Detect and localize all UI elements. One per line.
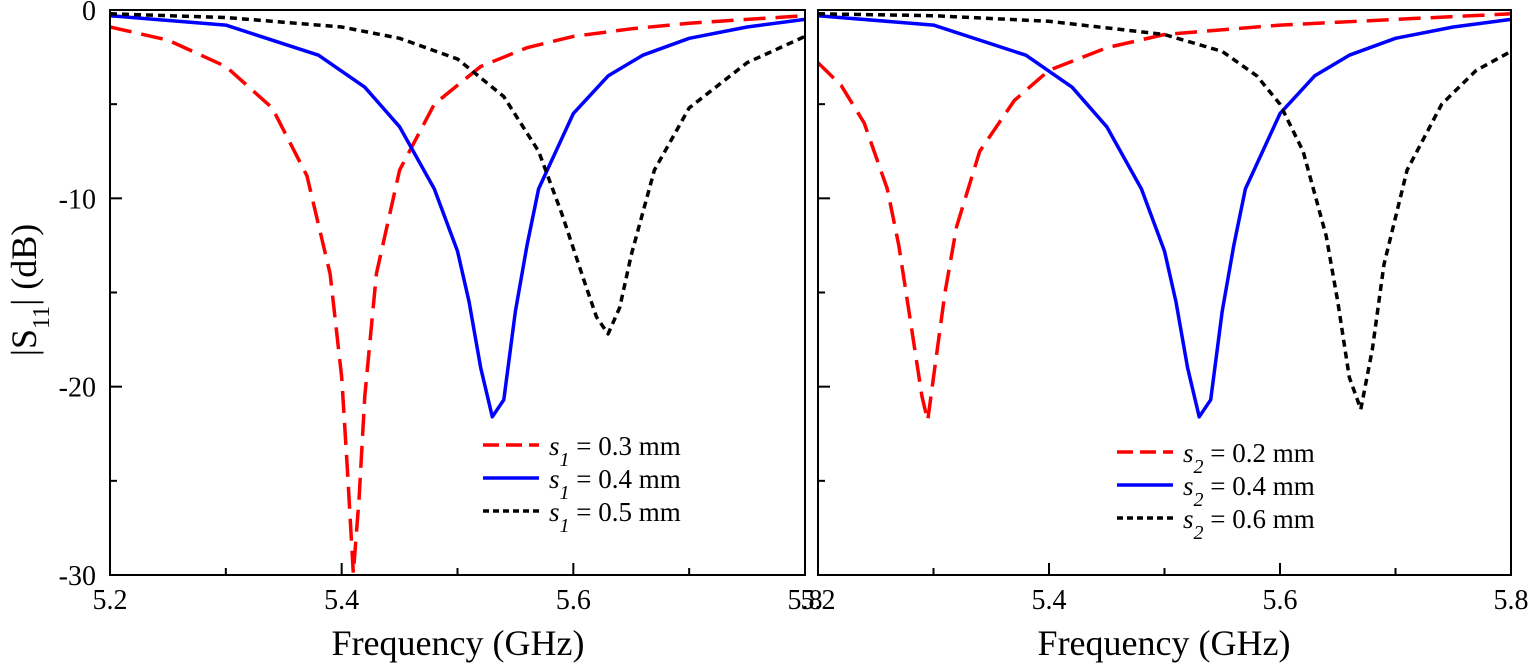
x-tick-label: 5.8 [1494, 585, 1529, 616]
legend-label: s2 = 0.2 mm [1183, 438, 1315, 478]
plot-frame [109, 9, 806, 576]
y-tick-label: -20 [59, 373, 96, 404]
x-tick-label: 5.2 [801, 585, 836, 616]
series-line-2 [818, 12, 1511, 412]
y-tick-label: 0 [82, 0, 96, 27]
series-line-0 [818, 12, 1511, 423]
x-axis-title-left: Frequency (GHz) [332, 623, 585, 663]
series-line-0 [110, 13, 805, 575]
x-tick-label: 5.2 [93, 585, 128, 616]
x-axis-title-right: Frequency (GHz) [1038, 623, 1291, 663]
series-line-1 [110, 13, 805, 419]
legend-label: s2 = 0.6 mm [1183, 504, 1315, 544]
legend-label: s1 = 0.4 mm [549, 464, 681, 504]
y-axis-title: |S11| (dB) [4, 224, 55, 357]
legend-label: s1 = 0.3 mm [549, 431, 681, 471]
series-line-1 [818, 13, 1511, 419]
y-tick-label: -10 [59, 184, 96, 215]
x-tick-label: 5.4 [1032, 585, 1067, 616]
legend-label: s1 = 0.5 mm [549, 497, 681, 537]
x-tick-label: 5.8 [788, 585, 823, 616]
plot-frame [817, 9, 1512, 576]
y-tick-label: -30 [59, 561, 96, 592]
legend-label: s2 = 0.4 mm [1183, 471, 1315, 511]
x-tick-label: 5.6 [1263, 585, 1298, 616]
x-tick-label: 5.4 [324, 585, 359, 616]
x-tick-label: 5.6 [556, 585, 591, 616]
series-line-2 [110, 12, 805, 336]
